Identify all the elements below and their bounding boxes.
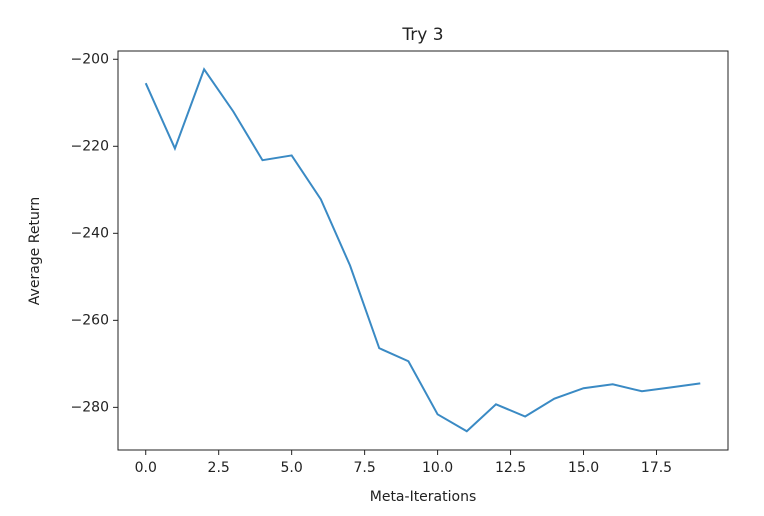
x-tick-label: 5.0 (281, 460, 303, 476)
x-tick-label: 15.0 (568, 460, 599, 476)
y-axis-label: Average Return (27, 197, 43, 305)
chart-title: Try 3 (401, 25, 443, 45)
x-tick-label: 7.5 (353, 460, 375, 476)
x-tick-label: 12.5 (495, 460, 526, 476)
y-tick-label: −280 (71, 399, 109, 415)
x-tick-label: 17.5 (641, 460, 672, 476)
y-tick-label: −220 (71, 138, 109, 154)
plot-frame (117, 50, 729, 451)
line-series (144, 67, 701, 433)
y-tick-label: −260 (71, 312, 109, 328)
y-tick-label: −240 (71, 225, 109, 241)
x-axis-label: Meta-Iterations (370, 489, 477, 505)
x-tick-label: 10.0 (422, 460, 453, 476)
x-tick-label: 0.0 (135, 460, 157, 476)
x-tick-label: 2.5 (208, 460, 230, 476)
y-tick-label: −200 (71, 51, 109, 67)
